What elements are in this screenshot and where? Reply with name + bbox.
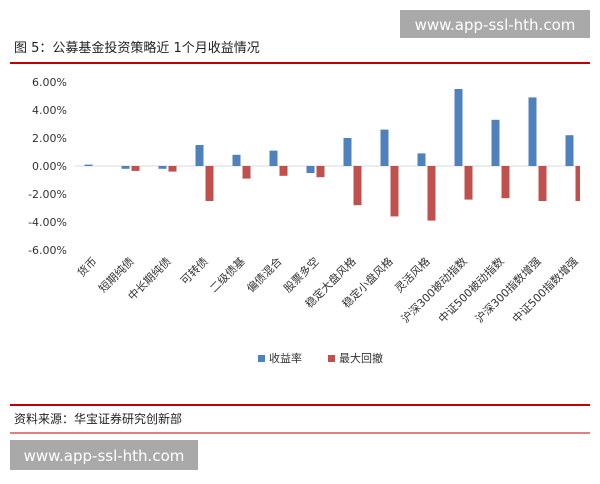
bar — [565, 135, 574, 166]
bar — [427, 166, 436, 221]
bar — [316, 166, 325, 178]
bar — [390, 166, 399, 217]
bar — [491, 119, 500, 166]
bar — [269, 150, 278, 166]
watermark: www.app-ssl-hth.com — [415, 16, 576, 34]
x-tick-label: 可转债 — [177, 254, 210, 287]
y-tick-label: 2.00% — [32, 132, 67, 145]
bar — [242, 166, 251, 179]
y-tick-label: -6.00% — [28, 244, 67, 257]
chart-title: 图 5：公募基金投资策略近 1个月收益情况 — [14, 40, 260, 56]
bar — [353, 166, 362, 206]
bar — [417, 153, 426, 166]
x-tick-label: 沪深300被动指数 — [398, 254, 469, 325]
x-tick-label: 二级债基 — [207, 254, 248, 295]
y-tick-label: -4.00% — [28, 216, 67, 229]
bar — [121, 166, 130, 169]
bar — [464, 166, 473, 200]
x-tick-label: 沪深300指数增强 — [472, 254, 543, 325]
y-tick-label: 4.00% — [32, 104, 67, 117]
bar — [538, 166, 547, 201]
bar — [131, 166, 140, 171]
bar — [168, 166, 177, 172]
bar — [306, 166, 315, 173]
bar — [380, 129, 389, 166]
y-tick-label: 0.00% — [32, 160, 67, 173]
bar — [232, 154, 241, 166]
bar — [343, 138, 352, 166]
legend-swatch — [328, 355, 335, 362]
plot — [75, 89, 580, 221]
x-tick-label: 中证500被动指数 — [435, 254, 506, 325]
legend-label: 收益率 — [269, 351, 302, 365]
source: 资料来源：华宝证券研究创新部 — [14, 411, 182, 426]
watermark-box — [10, 440, 198, 470]
x-tick-label: 偏债混合 — [244, 254, 285, 295]
legend-label: 最大回撤 — [339, 351, 383, 365]
bar — [501, 166, 510, 199]
bar — [454, 89, 463, 166]
y-tick-label: 6.00% — [32, 76, 67, 89]
bar — [158, 166, 167, 169]
y-tick-label: -2.00% — [28, 188, 67, 201]
bar — [575, 166, 580, 201]
x-tick-label: 中证500指数增强 — [509, 254, 580, 325]
watermark: www.app-ssl-hth.com — [24, 447, 185, 465]
bar — [279, 166, 288, 176]
watermark-box — [400, 10, 590, 38]
bar — [84, 164, 93, 166]
bar — [205, 166, 214, 201]
x-tick-label: 货币 — [74, 254, 99, 279]
legend-swatch — [258, 355, 265, 362]
bar — [528, 97, 537, 166]
bar — [195, 145, 204, 166]
